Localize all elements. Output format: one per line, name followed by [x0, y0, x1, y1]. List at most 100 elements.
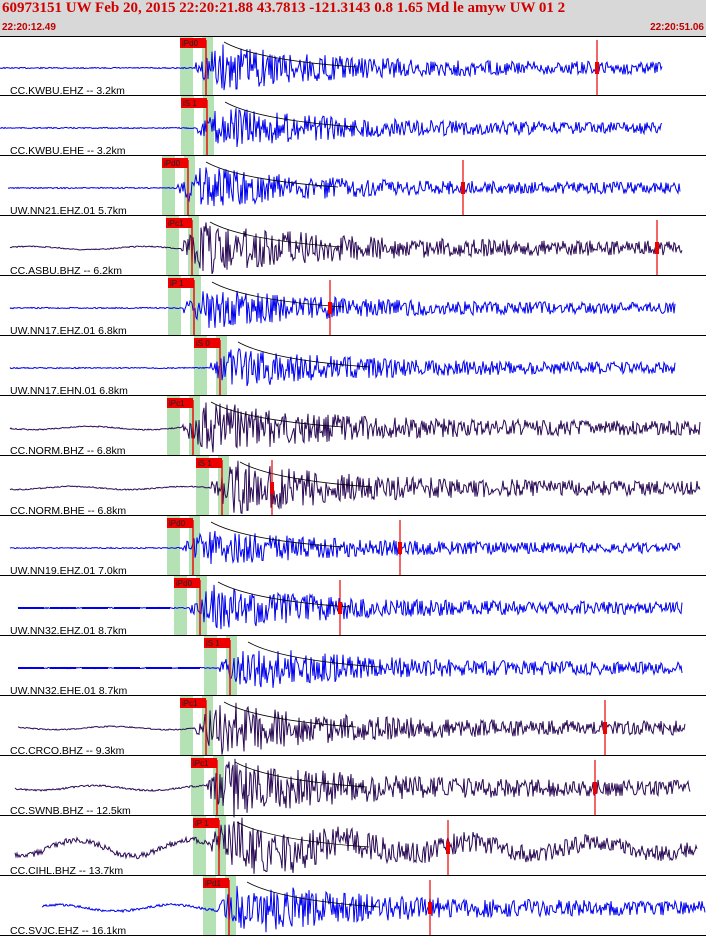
station-label: CC.KWBU.EHE -- 3.2km: [10, 145, 126, 157]
waveform: [41, 885, 706, 933]
coda-curve: [223, 41, 357, 68]
coda-marker-box: [338, 602, 342, 614]
pick-label: iP 1: [170, 279, 184, 288]
pick-box: [167, 518, 193, 528]
pick-label: iPc1: [168, 219, 184, 228]
waveform: [17, 702, 686, 755]
station-label: UW.NN19.EHZ.01 7.0km: [10, 565, 127, 577]
coda-marker-box: [655, 242, 659, 254]
waveform: [14, 758, 691, 818]
pick-label: iP 1: [195, 819, 209, 828]
pick-label: iS 1: [198, 459, 212, 468]
station-label: CC.KWBU.EHZ -- 3.2km: [10, 85, 125, 97]
p-window: [204, 636, 217, 696]
pick-label: iPd0: [164, 159, 181, 168]
s-window: [189, 396, 200, 456]
waveform: [7, 167, 681, 207]
s-window: [190, 276, 201, 336]
waveform: [0, 44, 663, 91]
trace-row: iP 1 UW.NN17.EHZ.01 6.8km: [0, 278, 706, 337]
p-window: [196, 456, 209, 516]
s-window: [215, 816, 226, 876]
waveform: [9, 290, 676, 328]
trace-row: iPd0 UW.NN32.EHZ.01 8.7km: [0, 578, 706, 637]
pick-box: [194, 338, 220, 348]
seismogram-plot: iPd0 CC.KWBU.EHZ -- 3.2km iS 1 CC.KWBU.EHE …: [0, 36, 706, 937]
p-window: [168, 276, 181, 336]
trace-row: iPc1 CC.CRCO.BHZ -- 9.3km: [0, 698, 706, 757]
station-label: UW.NN32.EHE.01 8.7km: [10, 685, 128, 697]
trace-row: iP 1 CC.CIHL.BHZ -- 13.7km: [0, 817, 706, 877]
p-window: [162, 156, 175, 216]
waveform: [9, 402, 701, 453]
station-label: UW.NN32.EHZ.01 8.7km: [10, 625, 127, 637]
trace-row: iPd1 CC.SVJC.EHZ -- 16.1km: [0, 878, 706, 937]
event-title: 60973151 UW Feb 20, 2015 22:20:21.88 43.…: [2, 0, 566, 16]
trace-row: iS 1 CC.KWBU.EHE -- 3.2km: [0, 98, 706, 157]
waveform: [9, 347, 676, 387]
coda-curve: [210, 401, 344, 428]
coda-marker-box: [328, 302, 332, 314]
coda-curve: [211, 281, 345, 308]
coda-curve: [224, 101, 358, 128]
coda-curve: [236, 821, 370, 848]
pick-box: [191, 758, 217, 768]
pick-label: iPd1: [205, 879, 222, 888]
p-window: [166, 216, 179, 276]
trace-row: iPc1 CC.NORM.BHZ -- 6.8km: [0, 398, 706, 457]
pick-box: [166, 218, 192, 228]
coda-curve: [246, 881, 380, 908]
station-label: CC.NORM.BHE -- 6.8km: [10, 505, 126, 517]
p-window: [193, 816, 206, 876]
coda-marker-box: [270, 482, 274, 494]
coda-curve: [223, 701, 357, 728]
pick-box: [162, 158, 188, 168]
coda-marker-box: [446, 842, 450, 854]
end-time: 22:20:51.06: [650, 22, 704, 33]
coda-curve: [210, 521, 344, 548]
pick-box: [167, 398, 193, 408]
trace-row: iS 0 UW.NN17.EHN.01 6.8km: [0, 338, 706, 397]
coda-curve: [237, 341, 371, 368]
s-window: [188, 216, 199, 276]
pick-label: iPc1: [182, 699, 198, 708]
trace-row: iPd0 UW.NN21.EHZ.01 5.7km: [0, 158, 706, 217]
pick-box: [174, 578, 200, 588]
p-window: [194, 336, 207, 396]
pick-box: [181, 98, 207, 108]
p-window: [180, 36, 193, 96]
coda-marker-box: [595, 62, 599, 74]
coda-marker-box: [603, 722, 607, 734]
waveform: [9, 460, 701, 515]
p-window: [167, 396, 180, 456]
pick-box: [196, 458, 222, 468]
pick-label: iPd0: [182, 39, 199, 48]
pick-label: iPd0: [176, 579, 193, 588]
pick-label: iPc1: [193, 759, 209, 768]
pick-box: [204, 638, 230, 648]
trace-row: iPd0 UW.NN19.EHZ.01 7.0km: [0, 518, 706, 577]
coda-curve: [234, 761, 368, 788]
start-time: 22:20:12.49: [2, 22, 56, 33]
coda-curve: [217, 581, 351, 608]
header-bar: 60973151 UW Feb 20, 2015 22:20:21.88 43.…: [0, 0, 706, 36]
coda-curve: [239, 461, 373, 488]
s-window: [203, 96, 214, 156]
pick-label: iS 0: [196, 339, 210, 348]
s-window: [202, 696, 213, 756]
trace-row: iPd0 CC.KWBU.EHZ -- 3.2km: [0, 38, 706, 97]
s-window: [213, 756, 224, 816]
pick-label: iS 1: [183, 99, 197, 108]
s-window: [226, 636, 237, 696]
waveform: [17, 584, 683, 630]
station-label: UW.NN17.EHN.01 6.8km: [10, 385, 128, 397]
station-label: CC.ASBU.BHZ -- 6.2km: [10, 265, 122, 277]
coda-marker-box: [593, 782, 597, 794]
pick-box: [180, 698, 206, 708]
waveform: [18, 650, 683, 688]
p-window: [180, 696, 193, 756]
trace-row: iPc1 CC.SWNB.BHZ -- 12.5km: [0, 758, 706, 818]
pick-box: [203, 878, 229, 888]
pick-windows: [162, 36, 237, 936]
p-window: [203, 876, 216, 936]
